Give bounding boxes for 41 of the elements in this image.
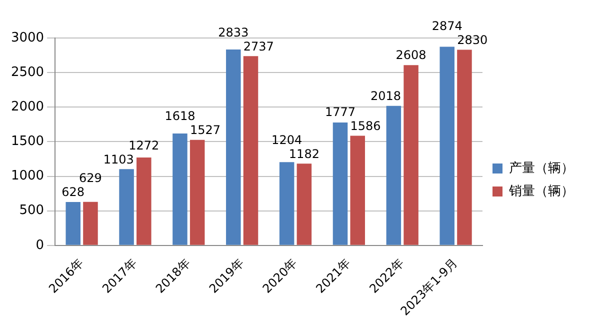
bar <box>243 56 258 245</box>
data-label: 2874 <box>432 18 462 33</box>
data-label: 2018 <box>370 89 402 104</box>
legend-label: 产量（辆） <box>509 160 574 176</box>
bar <box>190 140 205 245</box>
bar <box>279 162 294 245</box>
data-label: 1204 <box>272 132 302 147</box>
bar <box>457 50 472 245</box>
bar <box>172 134 188 245</box>
legend-label: 销量（辆） <box>508 184 574 199</box>
data-label: 1586 <box>350 118 381 133</box>
data-label: 1103 <box>103 152 134 166</box>
data-label: 2737 <box>243 39 274 54</box>
bar <box>119 169 134 245</box>
y-tick-label: 3000 <box>10 30 44 46</box>
bar <box>296 164 312 245</box>
bar <box>226 50 241 245</box>
data-label: 2833 <box>218 25 249 40</box>
bar <box>332 122 348 245</box>
y-tick-label: 2000 <box>10 100 44 115</box>
data-label: 628 <box>62 185 85 200</box>
y-tick-label: 500 <box>19 203 44 218</box>
bar <box>440 46 454 245</box>
y-tick-label: 2500 <box>10 64 44 80</box>
bar <box>404 65 418 245</box>
data-label: 1182 <box>288 146 320 161</box>
data-label: 629 <box>79 171 102 186</box>
data-label: 2830 <box>457 32 488 47</box>
bar <box>66 202 80 245</box>
data-label: 1777 <box>324 104 356 119</box>
y-tick-label: 1500 <box>10 134 44 150</box>
bar <box>83 202 98 245</box>
bar <box>136 157 152 245</box>
bar <box>350 136 365 245</box>
y-tick-label: 0 <box>36 238 44 253</box>
data-label: 1527 <box>190 122 220 137</box>
y-tick-label: 1000 <box>10 168 44 184</box>
data-label: 1618 <box>164 108 196 123</box>
data-label: 1272 <box>128 138 160 152</box>
data-label: 2608 <box>396 48 426 62</box>
bar <box>386 106 402 245</box>
